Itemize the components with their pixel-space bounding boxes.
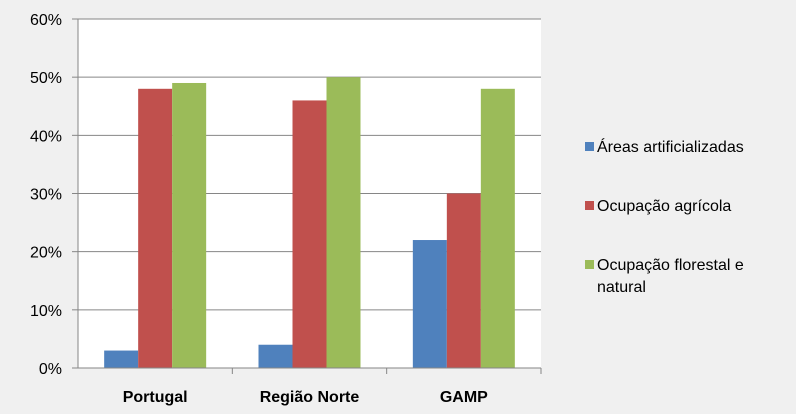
bar <box>258 344 293 368</box>
x-category-label: Região Norte <box>260 389 360 406</box>
y-tick-label: 0% <box>39 361 62 378</box>
x-category-label: Portugal <box>123 389 188 406</box>
legend-label: Ocupação florestal e natural <box>597 257 744 296</box>
bars <box>104 77 515 369</box>
bar <box>292 100 327 368</box>
y-tick-label: 40% <box>30 128 62 145</box>
y-tick-label: 50% <box>30 70 62 87</box>
legend-label: Ocupação agrícola <box>597 198 731 215</box>
bar <box>172 82 207 368</box>
legend-swatch <box>585 201 594 210</box>
bar <box>480 88 515 369</box>
x-category-label: GAMP <box>440 389 488 406</box>
y-tick-label: 10% <box>30 303 62 320</box>
y-tick-label: 30% <box>30 187 62 204</box>
bar <box>104 350 139 368</box>
bar <box>326 77 361 369</box>
legend-label: Áreas artificializadas <box>597 137 744 156</box>
bar <box>446 193 481 368</box>
legend-swatch <box>585 142 594 151</box>
y-tick-label: 60% <box>30 12 62 29</box>
y-tick-labels: 0% 10% 20% 30% 40% 50% 60% <box>30 12 62 378</box>
x-category-labels: Portugal Região Norte GAMP <box>123 389 488 406</box>
legend-swatch <box>585 260 594 269</box>
y-tick-label: 20% <box>30 245 62 262</box>
bar <box>138 88 173 369</box>
bar <box>412 240 447 368</box>
legend: Áreas artificializadas Ocupação agrícola O… <box>585 137 744 296</box>
